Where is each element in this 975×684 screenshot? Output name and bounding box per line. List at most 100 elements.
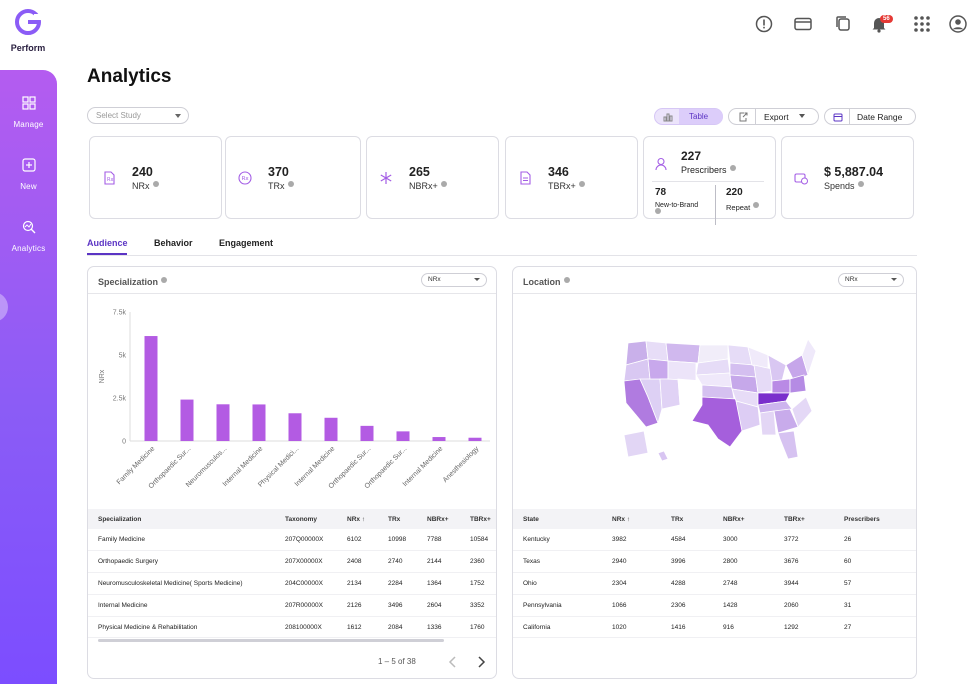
table-cell: Family Medicine <box>88 529 275 552</box>
horizontal-scrollbar[interactable] <box>98 639 444 642</box>
info-icon[interactable] <box>729 165 736 171</box>
info-icon[interactable] <box>655 208 661 214</box>
table-row[interactable]: Pennsylvania 1066 2306 1428 2060 31 <box>513 594 916 617</box>
export-button[interactable]: Export <box>728 108 819 125</box>
table-row[interactable]: Kentucky 3982 4584 3000 3772 26 <box>513 529 916 552</box>
grid-icon[interactable] <box>912 14 932 34</box>
chart-icon[interactable] <box>663 112 673 122</box>
stat-card-nbrx: 265 NBRx+ <box>366 136 499 219</box>
table-row[interactable]: Family Medicine 207Q00000X 6102 10998 7788 10… <box>88 529 496 552</box>
location-table: State NRx ↑ TRx NBRx+ TBRx+ Prescribers … <box>513 509 916 639</box>
specialization-panel: Specialization NRx 0 2.5k 5k 7.5k NRx Family … <box>87 266 497 679</box>
info-icon[interactable] <box>753 202 760 208</box>
brand-logo[interactable]: Perform <box>8 8 48 53</box>
info-icon[interactable] <box>152 181 159 187</box>
table-cell: 2060 <box>774 594 834 617</box>
stat-card-spends: $ 5,887.04 Spends <box>781 136 914 219</box>
date-range-button[interactable]: Date Range <box>824 108 916 125</box>
table-toggle[interactable]: Table <box>679 109 723 124</box>
metric-select[interactable]: NRx <box>421 273 487 287</box>
table-cell: 2284 <box>378 572 417 595</box>
column-header[interactable]: NRx ↑ <box>602 509 661 529</box>
location-panel: Location NRx <box>512 266 917 679</box>
study-select[interactable]: Select Study <box>87 107 189 124</box>
info-icon[interactable] <box>440 181 447 187</box>
table-cell: 916 <box>713 616 774 639</box>
info-icon[interactable] <box>287 181 294 187</box>
bar <box>432 437 446 441</box>
info-icon[interactable] <box>563 277 570 283</box>
card-icon[interactable] <box>793 14 813 34</box>
export-label: Export <box>764 112 789 122</box>
divider <box>88 293 496 294</box>
column-header[interactable]: NBRx+ <box>417 509 460 529</box>
table-cell: 2360 <box>460 550 496 574</box>
tab-audience[interactable]: Audience <box>87 238 128 248</box>
info-icon[interactable] <box>161 277 168 283</box>
table-cell: Internal Medicine <box>88 594 275 617</box>
brand-name: Perform <box>10 43 46 53</box>
column-header[interactable]: TBRx+ <box>774 509 834 529</box>
sidebar-item-analytics[interactable]: Analytics <box>0 220 57 256</box>
tab-behavior[interactable]: Behavior <box>154 238 193 248</box>
table-row[interactable]: California 1020 1416 916 1292 27 <box>513 616 916 639</box>
metric-select[interactable]: NRx <box>838 273 904 287</box>
column-header[interactable]: NRx ↑ <box>337 509 378 529</box>
x-tick-label: Internal Medicine <box>402 445 445 488</box>
table-row[interactable]: Neuromusculoskeletal Medicine( Sports Me… <box>88 572 496 595</box>
chevron-right-icon[interactable] <box>476 656 486 668</box>
chevron-left-icon[interactable] <box>448 656 458 668</box>
column-header[interactable]: TRx <box>661 509 713 529</box>
table-cell: 2304 <box>602 572 661 595</box>
bar <box>468 437 482 441</box>
calendar-icon <box>833 113 843 122</box>
column-header[interactable]: NBRx+ <box>713 509 774 529</box>
column-header[interactable]: State <box>513 509 602 529</box>
table-row[interactable]: Ohio 2304 4288 2748 3944 57 <box>513 572 916 595</box>
info-icon[interactable] <box>857 181 864 187</box>
active-indicator <box>0 292 8 322</box>
bar <box>144 336 158 441</box>
view-toggle[interactable]: Table <box>654 108 723 125</box>
y-tick-label: 5k <box>119 353 127 360</box>
column-header[interactable]: TBRx+ <box>460 509 496 529</box>
table-row[interactable]: Orthopaedic Surgery 207X00000X 2408 2740 214… <box>88 550 496 574</box>
column-header[interactable]: TRx <box>378 509 417 529</box>
repeat-value: 220 <box>726 187 743 198</box>
copy-icon[interactable] <box>833 14 853 34</box>
column-header[interactable]: Taxonomy <box>275 509 337 529</box>
table-row[interactable]: Texas 2940 3996 2800 3676 60 <box>513 550 916 574</box>
sidebar-item-manage[interactable]: Manage <box>0 96 57 132</box>
bar <box>324 417 338 441</box>
sidebar-item-new[interactable]: New <box>0 158 57 194</box>
table-row[interactable]: Internal Medicine 207R00000X 2126 3496 2604 3… <box>88 594 496 617</box>
table-cell: 7788 <box>417 529 460 552</box>
table-cell: 3000 <box>713 529 774 552</box>
column-header[interactable]: Prescribers <box>834 509 916 529</box>
tab-engagement[interactable]: Engagement <box>219 238 274 248</box>
table-row[interactable]: Physical Medicine & Rehabilitation 208100… <box>88 616 496 639</box>
table-cell: 207R00000X <box>275 594 337 617</box>
table-cell: 207X00000X <box>275 550 337 574</box>
plus-square-icon <box>21 158 36 172</box>
info-icon[interactable] <box>578 181 585 187</box>
analytics-icon <box>22 220 35 234</box>
stat-label: Spends <box>824 181 864 191</box>
table-cell: 2748 <box>713 572 774 595</box>
chevron-down-icon <box>799 114 805 118</box>
divider <box>849 109 850 124</box>
new-to-brand-label: New-to-Brand <box>655 202 699 209</box>
y-axis-label: NRx <box>99 369 106 383</box>
us-choropleth-map <box>623 338 817 462</box>
alert-icon[interactable] <box>754 14 774 34</box>
stat-label: TBRx+ <box>548 181 585 191</box>
table-cell: 208100000X <box>275 616 337 639</box>
column-header[interactable]: Specialization <box>88 509 275 529</box>
table-cell: 2144 <box>417 550 460 574</box>
user-icon[interactable] <box>948 14 968 34</box>
table-header-row: Specialization Taxonomy NRx ↑ TRx NBRx+ … <box>88 509 496 529</box>
page-title: Analytics <box>87 66 172 87</box>
new-to-brand-value: 78 <box>655 187 667 198</box>
table-cell: 2604 <box>417 594 460 617</box>
